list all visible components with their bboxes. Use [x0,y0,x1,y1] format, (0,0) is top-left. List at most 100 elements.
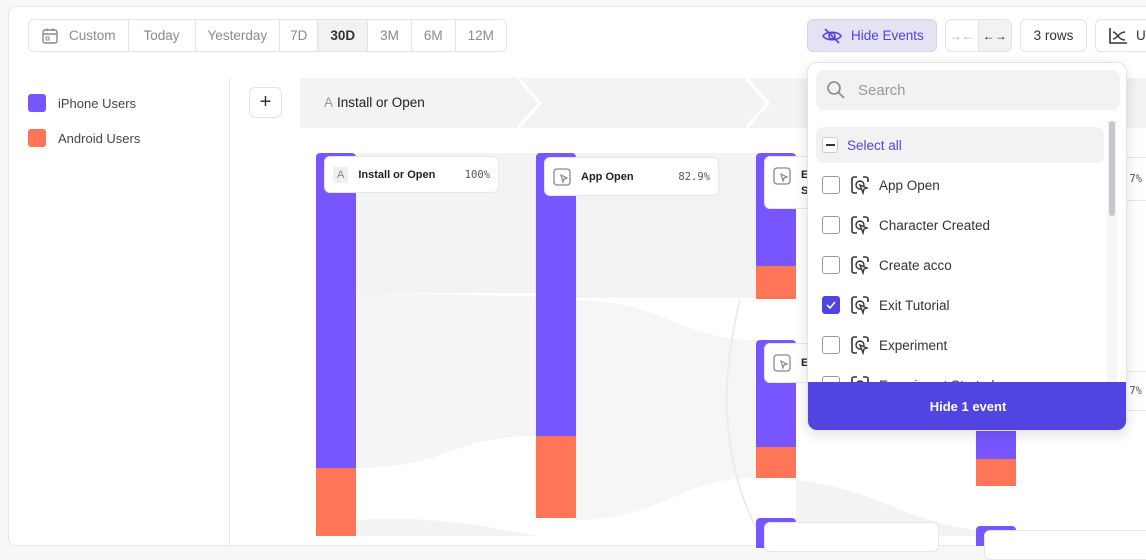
expand-collapse-toggle: →← ←→ [945,19,1012,52]
iphone-segment [316,153,356,468]
rows-button[interactable]: 3 rows [1020,19,1087,52]
search-icon [827,81,845,99]
date-custom[interactable]: Custom [29,20,129,51]
event-option[interactable]: Create acco [816,247,1104,283]
hide-events-button[interactable]: Hide Events [807,19,937,52]
event-option-label: Exit Tutorial [879,297,950,313]
line-chart-icon [1109,27,1127,44]
event-icon [773,354,791,372]
node-percent: 100% [464,168,490,181]
event-checkbox[interactable] [822,296,840,314]
legend-iphone[interactable]: iPhone Users [28,94,136,112]
event-icon [851,376,869,383]
event-icon [553,167,571,186]
chart-type-button[interactable]: U [1095,19,1146,52]
node-percent: 82.9% [678,170,710,183]
legend-label: Android Users [58,130,141,146]
android-swatch [28,129,46,147]
search-placeholder: Search [858,81,906,99]
hide-events-label: Hide Events [851,28,924,43]
chart-type-label: U [1136,28,1146,43]
expand-button[interactable]: ←→ [978,20,1011,51]
legend-android[interactable]: Android Users [28,129,140,147]
step-letter: A [324,95,334,110]
event-search-field[interactable]: Search [816,70,1120,110]
indeterminate-icon [825,144,835,146]
iphone-swatch [28,94,46,112]
hide-events-apply-button[interactable]: Hide 1 event [808,382,1126,430]
add-step-button[interactable]: + [249,87,282,118]
event-checkbox[interactable] [822,336,840,354]
legend-label: iPhone Users [58,95,137,111]
date-today[interactable]: Today [129,20,196,51]
date-custom-label: Custom [69,28,116,43]
node-card-install-or-open[interactable]: A Install or Open 100% [324,156,499,193]
path-step-1[interactable]: A Install or Open [324,95,425,110]
android-segment [316,468,356,536]
check-icon [826,301,836,310]
event-option-label: Character Created [879,217,991,233]
node-label-line2: S [801,185,809,197]
step-separator [518,78,542,128]
event-option-label: Create acco [879,257,952,273]
date-30d[interactable]: 30D [318,20,369,51]
event-option-label: App Open [879,177,940,193]
node-label: App Open [581,170,634,183]
date-12m[interactable]: 12M [467,28,494,43]
event-option[interactable]: Experiment Started [816,367,1104,383]
step-label: Install or Open [337,95,425,110]
event-icon [851,256,869,275]
node-percent: .7% [1123,173,1142,185]
hide-events-dropdown: Search Select all App Open Character Crea… [807,62,1127,431]
custom-event-badge: A [333,166,349,183]
select-all-label: Select all [847,137,902,153]
android-segment [536,436,576,518]
node-bar-app-open[interactable] [536,153,576,518]
plus-icon: + [259,91,272,113]
select-all-option[interactable]: Select all [816,127,1104,163]
node-card-step4-c[interactable] [984,530,1146,560]
divider [229,78,230,548]
iphone-segment [536,153,576,436]
event-option[interactable]: Exit Tutorial [816,287,1104,323]
node-bar-install-or-open[interactable] [316,153,356,536]
date-yesterday[interactable]: Yesterday [196,20,281,51]
event-option-label: Experiment [879,337,948,353]
date-range-selector: Custom Today Yesterday 7D 30D 3M 6M 12M [28,19,507,52]
event-checkbox[interactable] [822,176,840,194]
expand-arrows-icon: ←→ [982,28,1007,43]
collapse-button[interactable]: →← [946,20,979,51]
rows-label: 3 rows [1033,28,1074,43]
list-scrollbar[interactable] [1107,121,1117,383]
node-label: E [801,169,809,181]
scrollbar-thumb[interactable] [1109,121,1115,216]
date-7d[interactable]: 7D [280,20,319,51]
android-segment [756,447,796,478]
event-icon [773,167,791,185]
event-icon [851,216,869,235]
node-card-step3-c[interactable] [764,522,939,552]
event-checkbox[interactable] [822,256,840,274]
node-label: E [801,357,809,369]
event-option-label: Experiment Started [879,378,995,384]
date-3m[interactable]: 3M [368,20,412,51]
android-segment [976,459,1016,486]
step-separator [746,78,770,128]
event-option[interactable]: Experiment [816,327,1104,363]
collapse-arrows-icon: →← [949,28,974,43]
select-all-checkbox[interactable] [822,137,838,153]
event-icon [851,336,869,355]
event-icon [851,176,869,195]
eye-off-icon [822,27,842,44]
event-option[interactable]: Character Created [816,207,1104,243]
node-percent: .7% [1123,385,1142,397]
node-label: Install or Open [358,168,436,181]
event-option[interactable]: App Open [816,167,1104,203]
date-6m[interactable]: 6M [412,20,456,51]
event-list: Select all App Open Character Created Crea… [808,121,1126,383]
node-card-app-open[interactable]: App Open 82.9% [544,157,719,196]
calendar-icon [42,28,58,44]
event-checkbox[interactable] [822,376,840,383]
event-icon [851,296,869,315]
event-checkbox[interactable] [822,216,840,234]
